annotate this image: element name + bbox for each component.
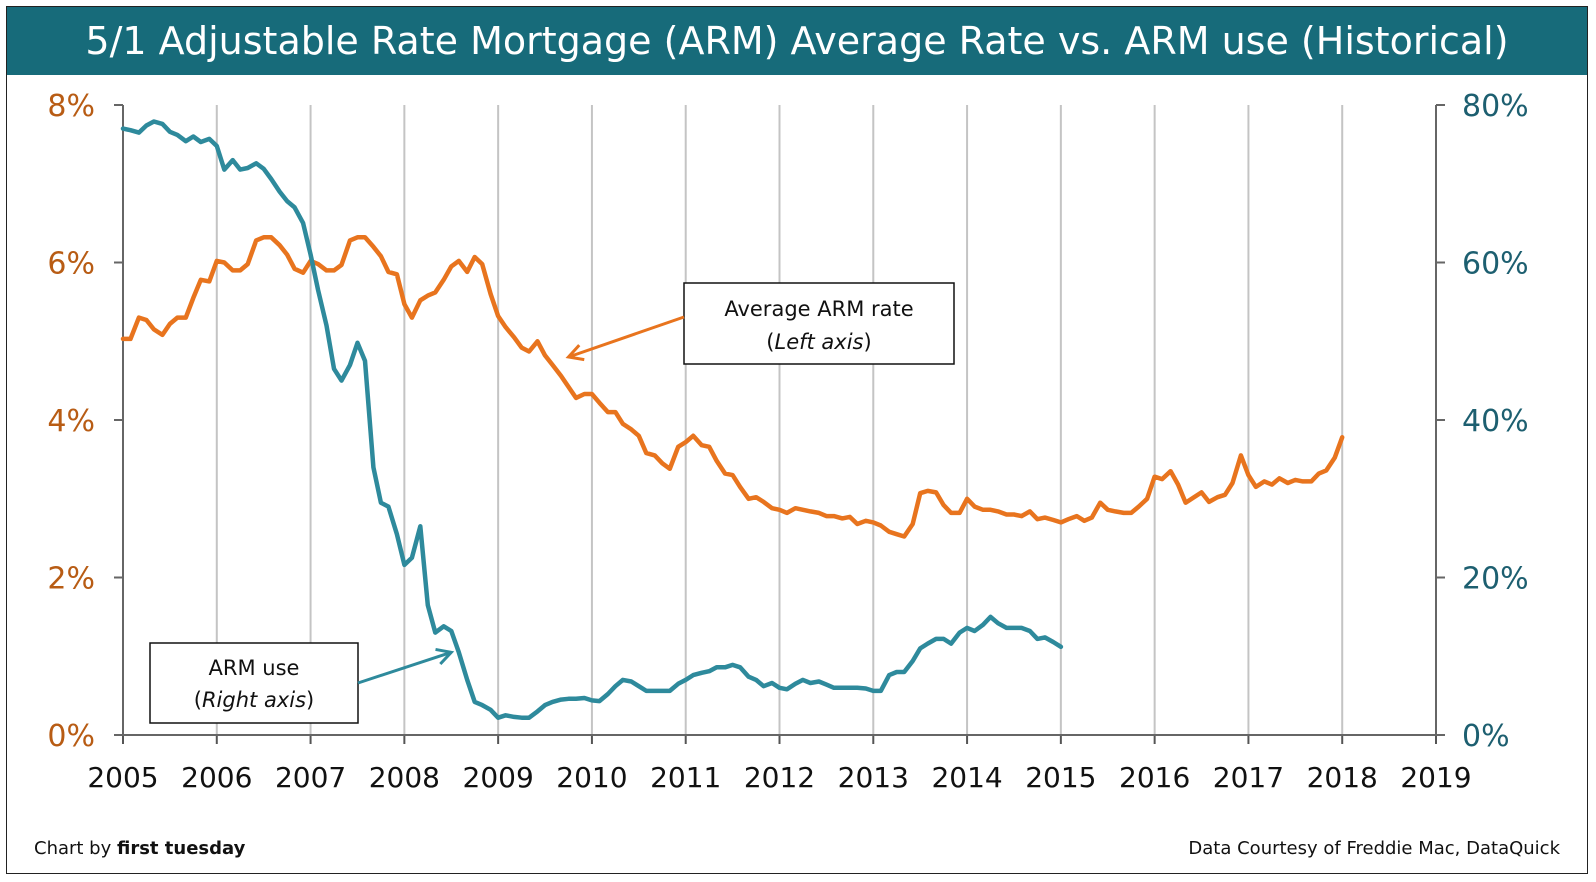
right-tick-0: 0% (1462, 719, 1510, 754)
left-tick-2: 2% (47, 562, 95, 597)
chart-frame: 5/1 Adjustable Rate Mortgage (ARM) Avera… (6, 6, 1588, 874)
footer-credit-name: first tuesday (117, 838, 246, 859)
annotation-arm-use-arrow (357, 650, 452, 685)
arrow-use-head (435, 647, 455, 666)
series-line-arm-rate (120, 235, 1345, 539)
right-tick-40: 40% (1462, 404, 1529, 439)
series (120, 119, 1345, 720)
annotation-arm-use: ARM use (Right axis) (149, 642, 455, 724)
annotation-arm-use-label: ARM use (209, 656, 300, 680)
left-axis-ticks: 0% 2% 4% 6% 8% (47, 89, 95, 754)
footer-credit-prefix: Chart by (34, 838, 117, 859)
left-tick-4: 4% (47, 404, 95, 439)
x-tick-2010: 2010 (556, 761, 627, 794)
annotation-arm-rate-arrow (567, 315, 685, 359)
x-tick-2013: 2013 (838, 761, 909, 794)
x-tick-2008: 2008 (369, 761, 440, 794)
series-line-arm-use (120, 119, 1064, 720)
x-tick-2015: 2015 (1025, 761, 1096, 794)
footer-credit: Chart by first tuesday (34, 838, 246, 859)
annotation-arm-use-box (149, 642, 359, 724)
x-tick-2009: 2009 (463, 761, 534, 794)
x-tick-2011: 2011 (650, 761, 721, 794)
annotation-arm-rate-label: Average ARM rate (724, 297, 913, 321)
x-tick-2012: 2012 (744, 761, 815, 794)
right-tick-20: 20% (1462, 562, 1529, 597)
left-tick-8: 8% (47, 89, 95, 124)
right-tick-80: 80% (1462, 89, 1529, 124)
x-tick-2018: 2018 (1307, 761, 1378, 794)
x-axis-ticks: 2005 2006 2007 2008 2009 2010 2011 2012 2013 2014… (87, 761, 1471, 794)
right-tick-60: 60% (1462, 247, 1529, 282)
x-tick-2007: 2007 (275, 761, 346, 794)
left-tick-6: 6% (47, 247, 95, 282)
x-tick-2014: 2014 (931, 761, 1002, 794)
arrow-rate-head (565, 344, 585, 362)
gridlines (215, 105, 1344, 735)
footer-source: Data Courtesy of Freddie Mac, DataQuick (1188, 838, 1560, 859)
footer: Chart by first tuesday Data Courtesy of … (34, 838, 1561, 859)
axes (114, 104, 1445, 744)
left-tick-0: 0% (47, 719, 95, 754)
annotation-arm-use-sub-text: Right axis (202, 688, 306, 712)
chart-title: 5/1 Adjustable Rate Mortgage (ARM) Avera… (85, 19, 1509, 63)
x-tick-2019: 2019 (1400, 761, 1471, 794)
x-tick-2017: 2017 (1213, 761, 1284, 794)
x-tick-2016: 2016 (1119, 761, 1190, 794)
right-axis-ticks: 0% 20% 40% 60% 80% (1462, 89, 1529, 754)
annotation-arm-rate-sub-text: Left axis (775, 330, 864, 354)
annotation-arm-rate-box (683, 282, 955, 365)
annotation-arm-use-sub: (Right axis) (194, 688, 314, 712)
x-tick-2006: 2006 (181, 761, 252, 794)
title-bar: 5/1 Adjustable Rate Mortgage (ARM) Avera… (7, 7, 1587, 75)
x-tick-2005: 2005 (87, 761, 158, 794)
annotation-arm-rate: Average ARM rate (Left axis) (565, 282, 955, 365)
annotation-arm-rate-sub: (Left axis) (766, 330, 871, 354)
